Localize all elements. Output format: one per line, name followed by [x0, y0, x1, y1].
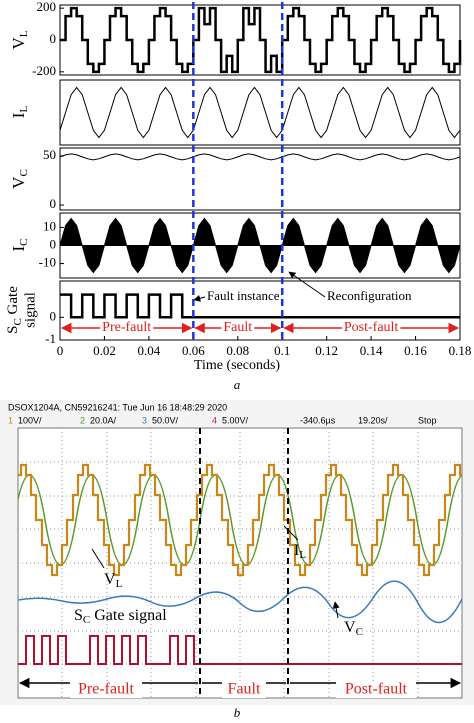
label-main: V	[104, 571, 116, 588]
scope-screenshot: DSOX1204A, CN59216241: Tue Jun 16 18:48:…	[0, 400, 474, 705]
delay: -340.6µs	[300, 415, 336, 425]
phase-label: Post-fault	[345, 681, 408, 698]
annotation: Reconfiguration	[327, 288, 412, 303]
scope-traces	[18, 463, 462, 665]
y-label-sub: C	[18, 169, 30, 176]
panel-label: b	[234, 705, 241, 720]
fault-line	[199, 428, 289, 698]
signal-label: IL	[294, 542, 306, 561]
annotation: Fault instance	[207, 288, 280, 303]
phase-label: Pre-fault	[102, 320, 151, 335]
y-label: VC	[9, 169, 30, 189]
phase-label: Fault	[228, 681, 261, 698]
y-label: SC Gate	[5, 286, 23, 334]
signal-label: VL	[104, 571, 123, 590]
label-sub: C	[83, 614, 90, 626]
y-tick-label: -10	[39, 255, 56, 270]
y-label-main: I	[9, 112, 28, 118]
y-label-main: V	[9, 37, 28, 50]
phase-label: Post-fault	[344, 320, 399, 335]
y-label-main: I	[9, 246, 28, 252]
timebase: 19.20s/	[358, 415, 388, 425]
signal-label: VC	[344, 619, 363, 638]
y-tick-label: 0	[50, 308, 57, 323]
x-tick-label: 0.12	[315, 343, 338, 358]
label-sub: L	[299, 549, 306, 561]
channel-num: 1	[8, 415, 13, 425]
line	[59, 153, 461, 161]
y-tick-label: -1	[45, 331, 56, 346]
label-main: S	[74, 607, 83, 624]
label-sub: C	[356, 626, 363, 638]
y-label: signal	[22, 292, 38, 328]
status: Stop	[418, 415, 437, 425]
channel-num: 4	[212, 415, 217, 425]
x-label: Time (seconds)	[194, 358, 281, 373]
y-label-main: V	[9, 176, 28, 189]
y-tick-label: 0	[50, 236, 57, 251]
x-tick-label: 0.06	[182, 343, 205, 358]
x-tick-label: 0	[57, 343, 64, 358]
channel-num: 2	[80, 415, 85, 425]
label-bg	[341, 320, 401, 336]
y-tick-label: 0	[50, 196, 57, 211]
y-label-main: S	[5, 326, 21, 334]
y-tick-label: 50	[43, 147, 56, 162]
plot-frame	[59, 280, 461, 341]
plot-frame	[59, 79, 461, 146]
label-sub: L	[116, 578, 123, 590]
signal-label: SC Gate signal	[74, 607, 167, 626]
plot-frame	[59, 147, 461, 211]
y-label-sub: C	[12, 318, 24, 325]
channel-scale: 50.0V/	[152, 415, 179, 425]
x-tick-label: 0.18	[449, 343, 472, 358]
line	[59, 86, 461, 139]
x-tick-label: 0.16	[404, 343, 427, 358]
channel-scale: 5.00V/	[222, 415, 249, 425]
phase-label: Fault	[223, 320, 252, 335]
y-label-main: Gate	[5, 286, 21, 318]
x-tick-label: 0.04	[138, 343, 161, 358]
line	[60, 6, 462, 74]
channel-num: 3	[142, 415, 147, 425]
y-label-sub: L	[18, 106, 30, 113]
x-tick-label: 0.08	[226, 343, 249, 358]
y-tick-label: -200	[32, 63, 56, 78]
y-label: IL	[9, 106, 30, 119]
channel-scale: 20.0A/	[90, 415, 117, 425]
y-label: IC	[9, 238, 30, 251]
label-bg	[221, 320, 255, 336]
line	[60, 293, 460, 319]
x-tick-label: 0.1	[274, 343, 290, 358]
y-label-sub: L	[18, 30, 30, 37]
y-tick-label: 10	[43, 218, 56, 233]
label-bg	[100, 320, 154, 336]
y-tick-label: 200	[37, 0, 57, 14]
area	[59, 217, 461, 274]
label-main: Gate signal	[90, 607, 167, 624]
x-tick-label: 0.02	[93, 343, 116, 358]
label-bg	[336, 681, 416, 698]
y-label: VL	[9, 30, 30, 49]
channel-scale: 100V/	[18, 415, 42, 425]
phase-label: Pre-fault	[78, 681, 135, 698]
x-tick-label: 0.14	[360, 343, 383, 358]
label-main: V	[344, 619, 356, 636]
label-main: I	[294, 542, 299, 559]
annotation-arrow	[193, 294, 206, 302]
annotation-arrow	[288, 271, 326, 298]
y-tick-label: 0	[50, 31, 57, 46]
label-bg	[222, 681, 266, 698]
label-bg	[70, 681, 142, 698]
panel-label: a	[234, 377, 241, 392]
scope-header: DSOX1204A, CN59216241: Tue Jun 16 18:48:…	[8, 402, 227, 412]
label-arrow	[91, 525, 338, 619]
y-label-sub: C	[18, 238, 30, 245]
